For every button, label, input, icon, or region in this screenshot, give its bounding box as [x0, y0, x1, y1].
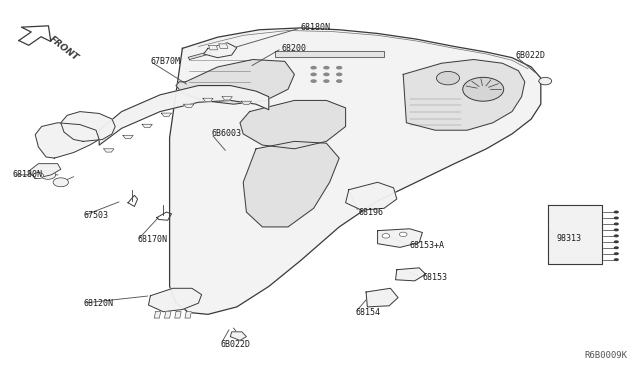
Circle shape — [40, 170, 56, 179]
Circle shape — [336, 79, 342, 83]
Polygon shape — [275, 51, 384, 57]
Polygon shape — [123, 135, 133, 139]
Circle shape — [323, 66, 330, 70]
Polygon shape — [222, 97, 232, 100]
Circle shape — [399, 232, 407, 237]
Polygon shape — [161, 113, 172, 116]
Polygon shape — [61, 112, 115, 141]
Circle shape — [336, 66, 342, 70]
Polygon shape — [99, 86, 269, 145]
Circle shape — [33, 173, 44, 179]
Polygon shape — [548, 205, 602, 264]
Circle shape — [310, 66, 317, 70]
Polygon shape — [148, 288, 202, 312]
Polygon shape — [188, 51, 211, 60]
Text: 6B6003: 6B6003 — [211, 129, 241, 138]
Circle shape — [323, 73, 330, 76]
Polygon shape — [203, 98, 213, 102]
Circle shape — [614, 240, 619, 243]
Polygon shape — [403, 60, 525, 130]
Circle shape — [539, 77, 552, 85]
Text: 68153+A: 68153+A — [410, 241, 445, 250]
Text: 68154: 68154 — [355, 308, 380, 317]
Polygon shape — [19, 26, 51, 45]
Text: R6B0009K: R6B0009K — [584, 351, 627, 360]
Polygon shape — [396, 268, 426, 281]
Text: 68120N: 68120N — [83, 299, 113, 308]
Circle shape — [614, 234, 619, 237]
Circle shape — [53, 178, 68, 187]
Circle shape — [614, 252, 619, 255]
Text: 68153: 68153 — [422, 273, 447, 282]
Text: 6B022D: 6B022D — [515, 51, 545, 60]
Text: 68170N: 68170N — [138, 235, 168, 244]
Text: 67503: 67503 — [83, 211, 108, 220]
Text: 68196: 68196 — [358, 208, 383, 217]
Polygon shape — [204, 43, 237, 58]
Polygon shape — [170, 28, 541, 314]
Polygon shape — [184, 104, 194, 108]
Polygon shape — [164, 312, 171, 318]
Circle shape — [382, 234, 390, 238]
Polygon shape — [366, 288, 398, 307]
Circle shape — [436, 71, 460, 85]
Polygon shape — [142, 124, 152, 128]
Circle shape — [310, 79, 317, 83]
Text: 98313: 98313 — [557, 234, 582, 243]
Circle shape — [614, 217, 619, 219]
Polygon shape — [104, 149, 114, 152]
Circle shape — [614, 222, 619, 225]
Polygon shape — [230, 332, 246, 340]
Polygon shape — [175, 312, 181, 318]
Polygon shape — [243, 141, 339, 227]
Circle shape — [463, 77, 504, 101]
Circle shape — [614, 211, 619, 214]
Polygon shape — [154, 312, 161, 318]
Text: 67B70M: 67B70M — [150, 57, 180, 66]
Polygon shape — [346, 182, 397, 210]
Polygon shape — [35, 123, 99, 158]
Circle shape — [614, 246, 619, 249]
Polygon shape — [29, 164, 61, 179]
Polygon shape — [378, 229, 422, 247]
Circle shape — [614, 228, 619, 231]
Circle shape — [614, 258, 619, 261]
Polygon shape — [209, 45, 218, 50]
Polygon shape — [240, 100, 346, 149]
Circle shape — [323, 79, 330, 83]
Text: 6B022D: 6B022D — [221, 340, 251, 349]
Polygon shape — [176, 60, 294, 104]
Text: 68180N: 68180N — [301, 23, 331, 32]
Polygon shape — [241, 101, 252, 105]
Polygon shape — [219, 44, 228, 48]
Text: 68180N: 68180N — [13, 170, 43, 179]
Text: 68200: 68200 — [282, 44, 307, 53]
Text: FRONT: FRONT — [48, 34, 81, 62]
Circle shape — [310, 73, 317, 76]
Polygon shape — [185, 312, 191, 318]
Circle shape — [336, 73, 342, 76]
